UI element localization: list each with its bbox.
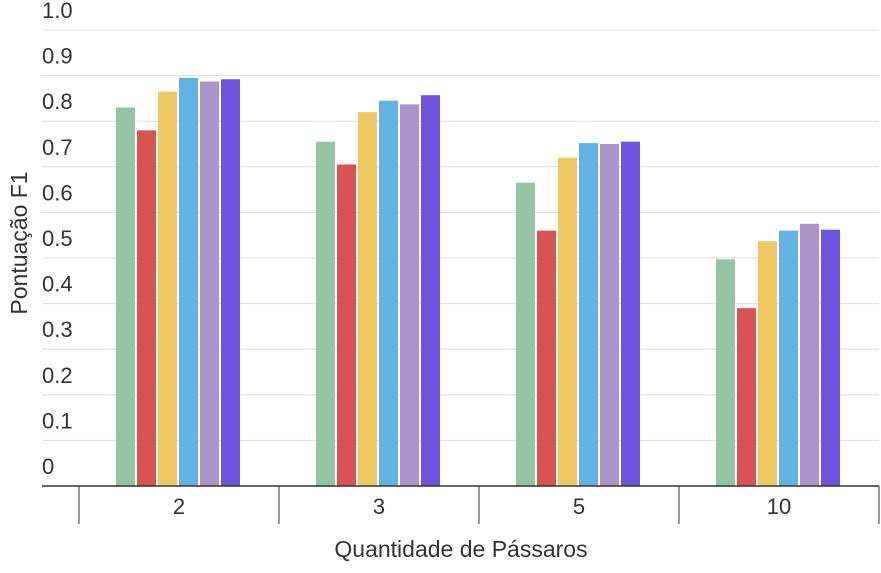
x-tick-label: 3 xyxy=(373,494,385,519)
bar-series-3-cat-10 xyxy=(758,241,777,486)
bar-series-3-cat-2 xyxy=(158,91,177,486)
bar-series-2-cat-10 xyxy=(737,308,756,486)
bar-series-2-cat-2 xyxy=(137,130,156,486)
bar-series-1-cat-2 xyxy=(116,107,135,487)
y-axis-title: Pontuação F1 xyxy=(6,171,32,314)
y-tick-label: 0.1 xyxy=(42,408,73,433)
x-axis-title: Quantidade de Pássaros xyxy=(334,536,587,562)
bar-series-6-cat-5 xyxy=(621,141,640,486)
x-tick-label: 10 xyxy=(767,494,791,519)
bar-series-3-cat-3 xyxy=(358,112,377,486)
bar-series-1-cat-5 xyxy=(516,182,535,486)
x-axis xyxy=(42,485,880,524)
bar-series-5-cat-3 xyxy=(400,104,419,486)
bar-series-3-cat-5 xyxy=(558,157,577,486)
y-tick-label: 0.8 xyxy=(42,89,73,114)
x-tick-label: 5 xyxy=(573,494,585,519)
y-tick-label: 0.6 xyxy=(42,180,73,205)
x-tick-label: 2 xyxy=(173,494,185,519)
x-tick-labels: 2 3 5 10 xyxy=(173,494,791,519)
y-tick-label: 0 xyxy=(42,454,54,479)
bar-series-6-cat-10 xyxy=(821,229,840,486)
bar-series-6-cat-2 xyxy=(221,79,240,487)
bar-series-4-cat-5 xyxy=(579,143,598,486)
y-tick-label: 0.2 xyxy=(42,363,73,388)
y-tick-labels: 0 0.1 0.2 0.3 0.4 0.5 0.6 0.7 0.8 0.9 1.0 xyxy=(42,0,73,479)
y-tick-label: 0.4 xyxy=(42,272,73,297)
y-tick-label: 1.0 xyxy=(42,0,73,23)
bar-series-5-cat-2 xyxy=(200,81,219,486)
bar-series-4-cat-3 xyxy=(379,100,398,487)
y-tick-label: 0.5 xyxy=(42,226,73,251)
bar-series-2-cat-5 xyxy=(537,230,556,486)
y-tick-label: 0.9 xyxy=(42,44,73,69)
bar-series-2-cat-3 xyxy=(337,164,356,486)
bar-series-4-cat-2 xyxy=(179,77,198,486)
y-tick-label: 0.3 xyxy=(42,317,73,342)
bar-series-1-cat-3 xyxy=(316,141,335,486)
bars xyxy=(116,77,840,487)
bar-series-5-cat-10 xyxy=(800,223,819,487)
bar-series-5-cat-5 xyxy=(600,144,619,486)
bar-series-6-cat-3 xyxy=(421,95,440,486)
bar-series-1-cat-10 xyxy=(716,259,735,486)
bar-series-4-cat-10 xyxy=(779,230,798,486)
y-tick-label: 0.7 xyxy=(42,135,73,160)
